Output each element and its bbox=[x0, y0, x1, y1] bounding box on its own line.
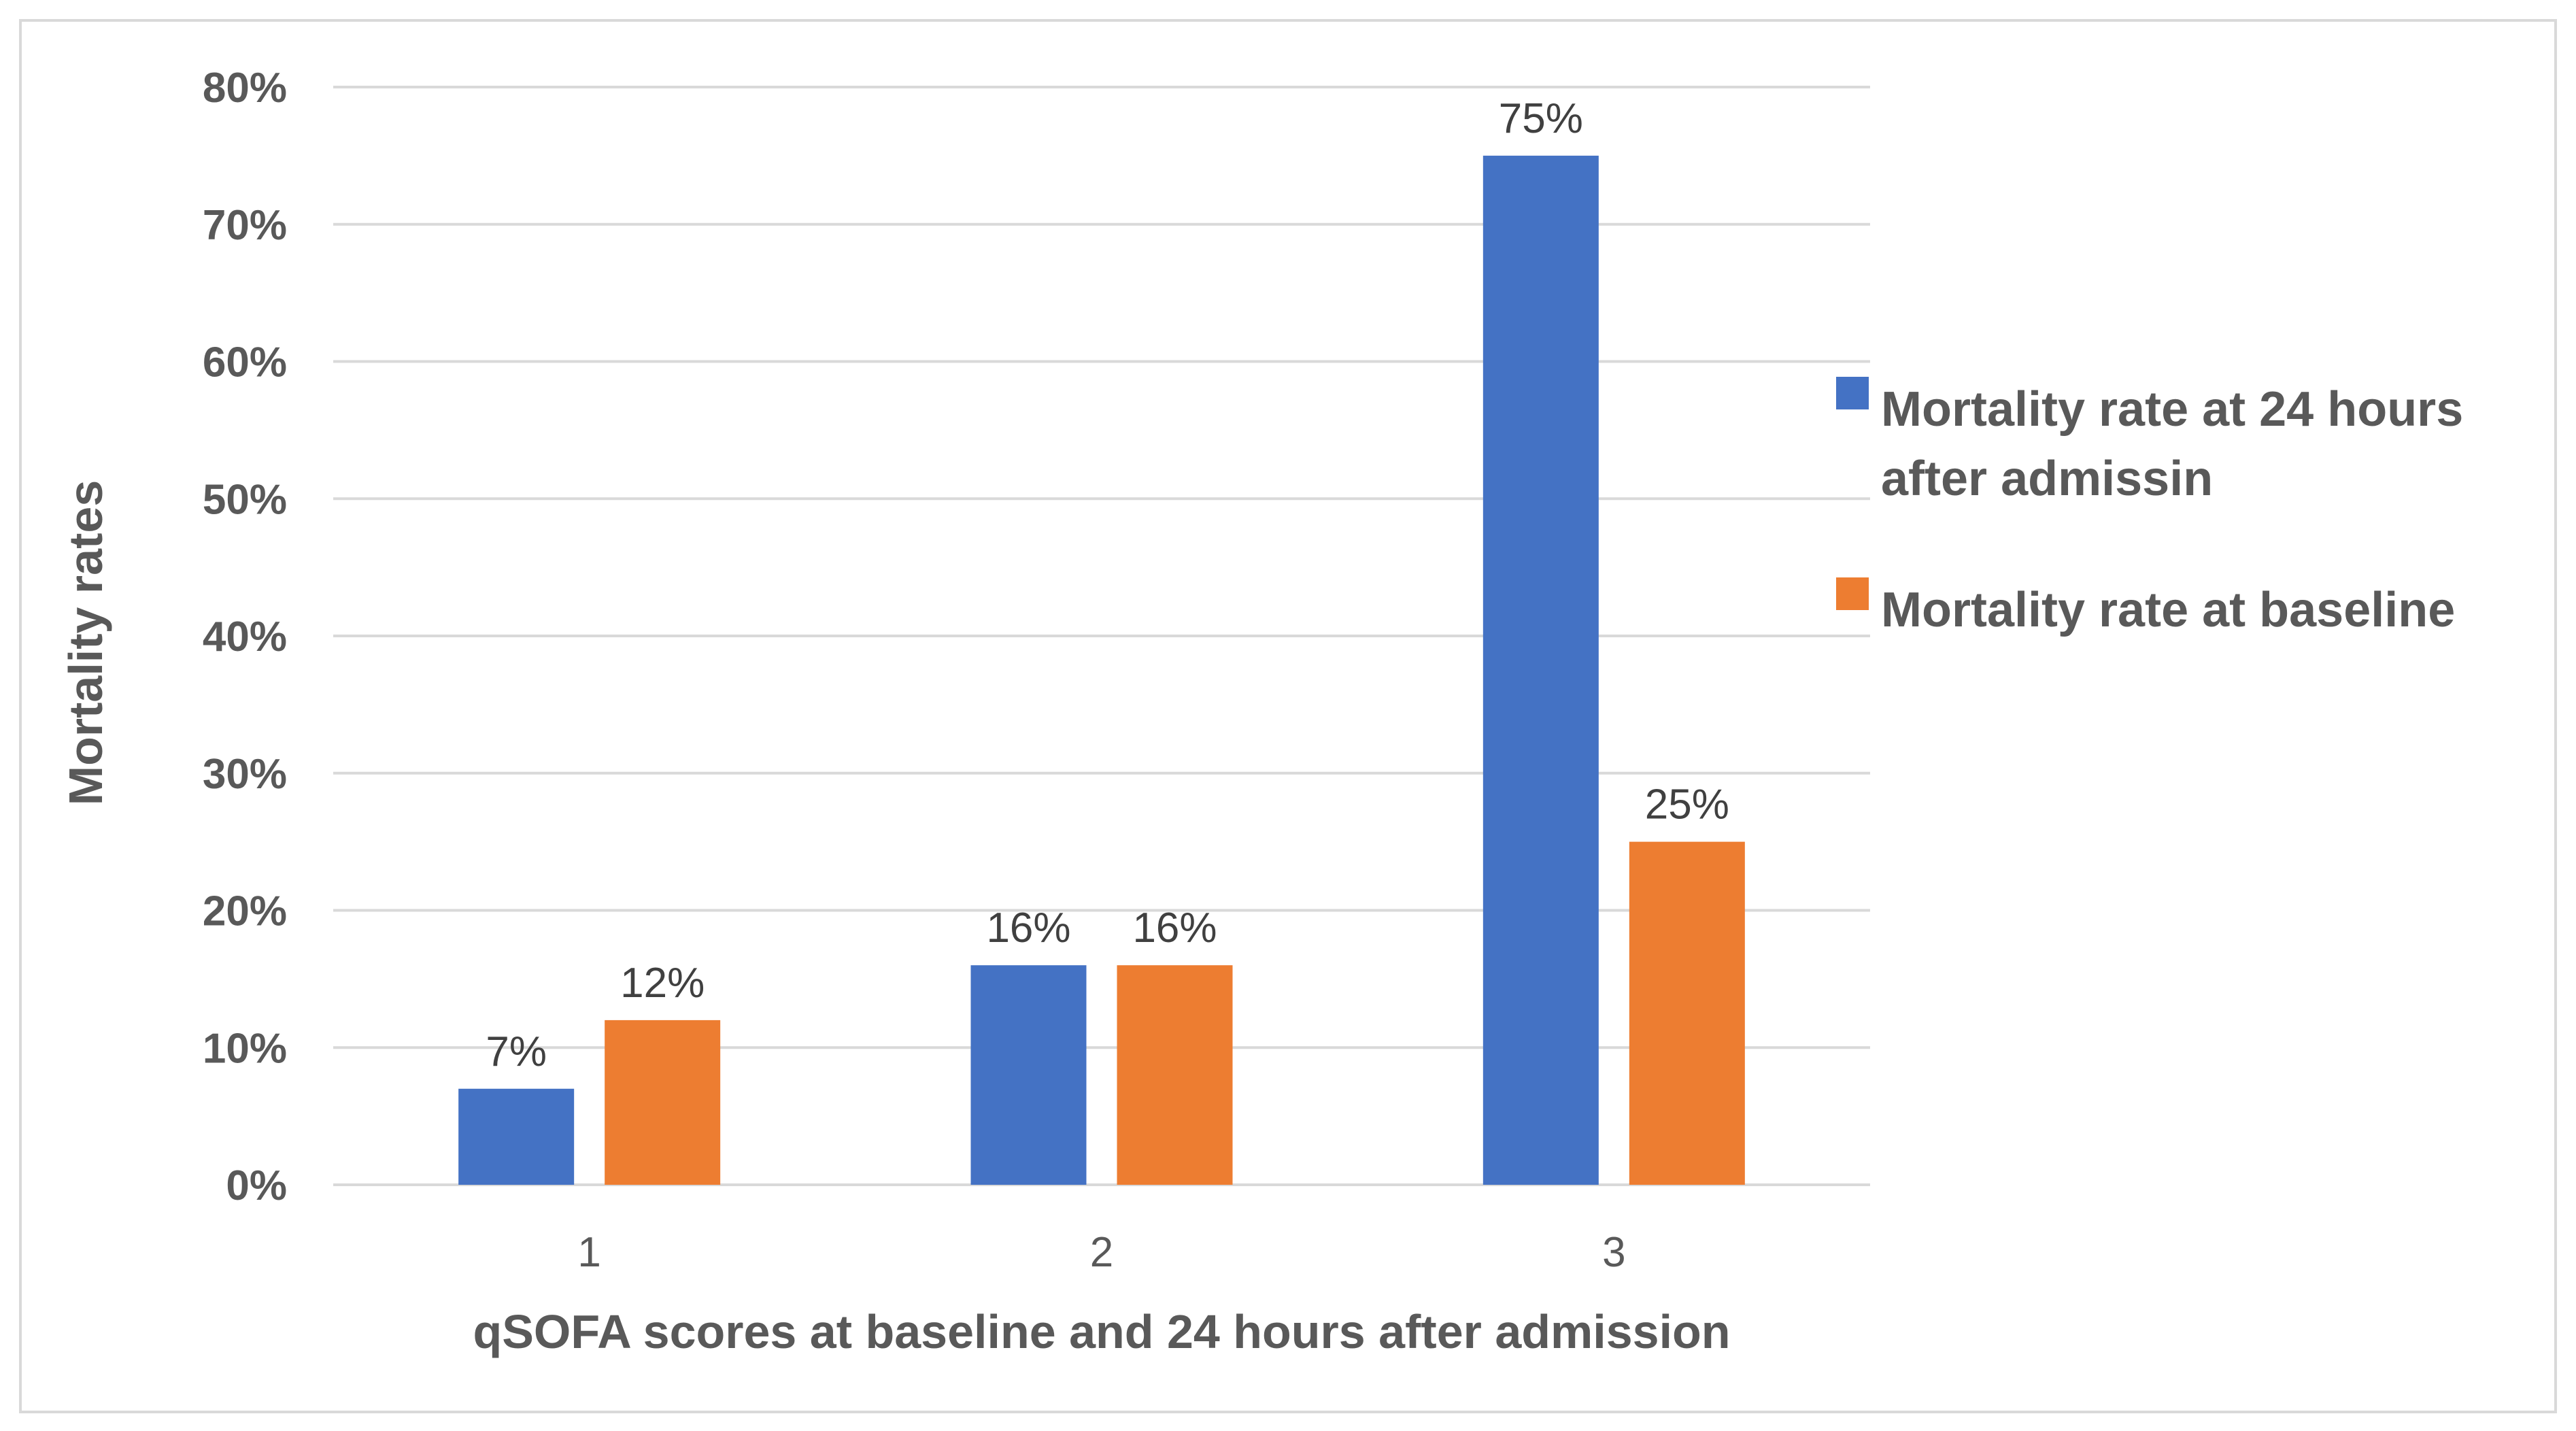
data-label: 25% bbox=[1645, 781, 1729, 828]
y-axis-title: Mortality rates bbox=[59, 480, 112, 805]
y-tick-label: 70% bbox=[203, 202, 287, 249]
bar-series2-cat2 bbox=[1117, 965, 1233, 1185]
bar-series1-cat2 bbox=[970, 965, 1087, 1185]
bars bbox=[458, 155, 1745, 1185]
data-label: 7% bbox=[486, 1028, 547, 1075]
x-axis-tick-labels: 1 2 3 bbox=[577, 1229, 1625, 1276]
legend-swatch-series1 bbox=[1836, 377, 1869, 409]
bar-series2-cat3 bbox=[1629, 841, 1745, 1185]
legend: Mortality rate at 24 hours after admissin… bbox=[1836, 377, 2463, 637]
y-axis-tick-labels: 0% 10% 20% 30% 40% 50% 60% 70% 80% bbox=[203, 65, 287, 1209]
x-axis-title: qSOFA scores at baseline and 24 hours af… bbox=[473, 1305, 1730, 1358]
bar-series2-cat1 bbox=[605, 1020, 721, 1185]
x-tick-label: 1 bbox=[577, 1229, 600, 1276]
chart-frame bbox=[19, 19, 2557, 1413]
data-labels: 7% 12% 16% 16% 75% 25% bbox=[486, 95, 1729, 1075]
y-tick-label: 10% bbox=[203, 1025, 287, 1072]
legend-label: Mortality rate at 24 hours bbox=[1881, 382, 2463, 437]
x-tick-label: 2 bbox=[1090, 1229, 1113, 1276]
data-label: 16% bbox=[986, 905, 1070, 952]
gridlines bbox=[333, 86, 1870, 1186]
legend-swatch-series2 bbox=[1836, 577, 1869, 610]
y-tick-label: 40% bbox=[203, 613, 287, 660]
bar-series1-cat1 bbox=[458, 1088, 575, 1185]
data-label: 12% bbox=[620, 960, 705, 1007]
y-tick-label: 60% bbox=[203, 339, 287, 386]
legend-label: Mortality rate at baseline bbox=[1881, 583, 2455, 637]
y-tick-label: 20% bbox=[203, 888, 287, 935]
legend-label: after admissin bbox=[1881, 452, 2213, 506]
y-tick-label: 0% bbox=[226, 1162, 287, 1209]
data-label: 75% bbox=[1499, 95, 1583, 142]
y-tick-label: 50% bbox=[203, 476, 287, 523]
bar-series1-cat3 bbox=[1482, 155, 1599, 1185]
x-tick-label: 3 bbox=[1602, 1229, 1625, 1276]
y-tick-label: 30% bbox=[203, 751, 287, 798]
data-label: 16% bbox=[1132, 905, 1217, 952]
y-tick-label: 80% bbox=[203, 65, 287, 112]
